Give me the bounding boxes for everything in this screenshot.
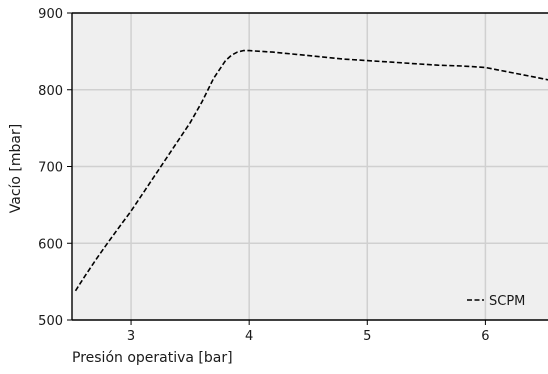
x-tick-label: 4 <box>245 329 253 344</box>
x-axis-title: Presión operativa [bar] <box>72 350 233 366</box>
y-tick-label: 800 <box>38 84 63 99</box>
y-tick-label: 700 <box>38 161 63 176</box>
y-axis-title: Vacío [mbar] <box>8 124 24 213</box>
x-tick-label: 5 <box>363 329 371 344</box>
x-axis-ticks: 3 4 5 6 <box>127 320 490 344</box>
legend: SCPM <box>467 294 525 309</box>
grid-lines <box>72 13 548 320</box>
y-tick-label: 900 <box>38 7 63 22</box>
x-tick-label: 3 <box>127 329 135 344</box>
x-tick-label: 6 <box>481 329 489 344</box>
y-axis-ticks: 500 600 700 800 900 <box>38 7 72 329</box>
legend-label: SCPM <box>489 294 525 309</box>
series-line-scpm <box>74 49 548 292</box>
y-tick-label: 500 <box>38 314 63 329</box>
y-tick-label: 600 <box>38 237 63 252</box>
series-group <box>74 49 548 292</box>
